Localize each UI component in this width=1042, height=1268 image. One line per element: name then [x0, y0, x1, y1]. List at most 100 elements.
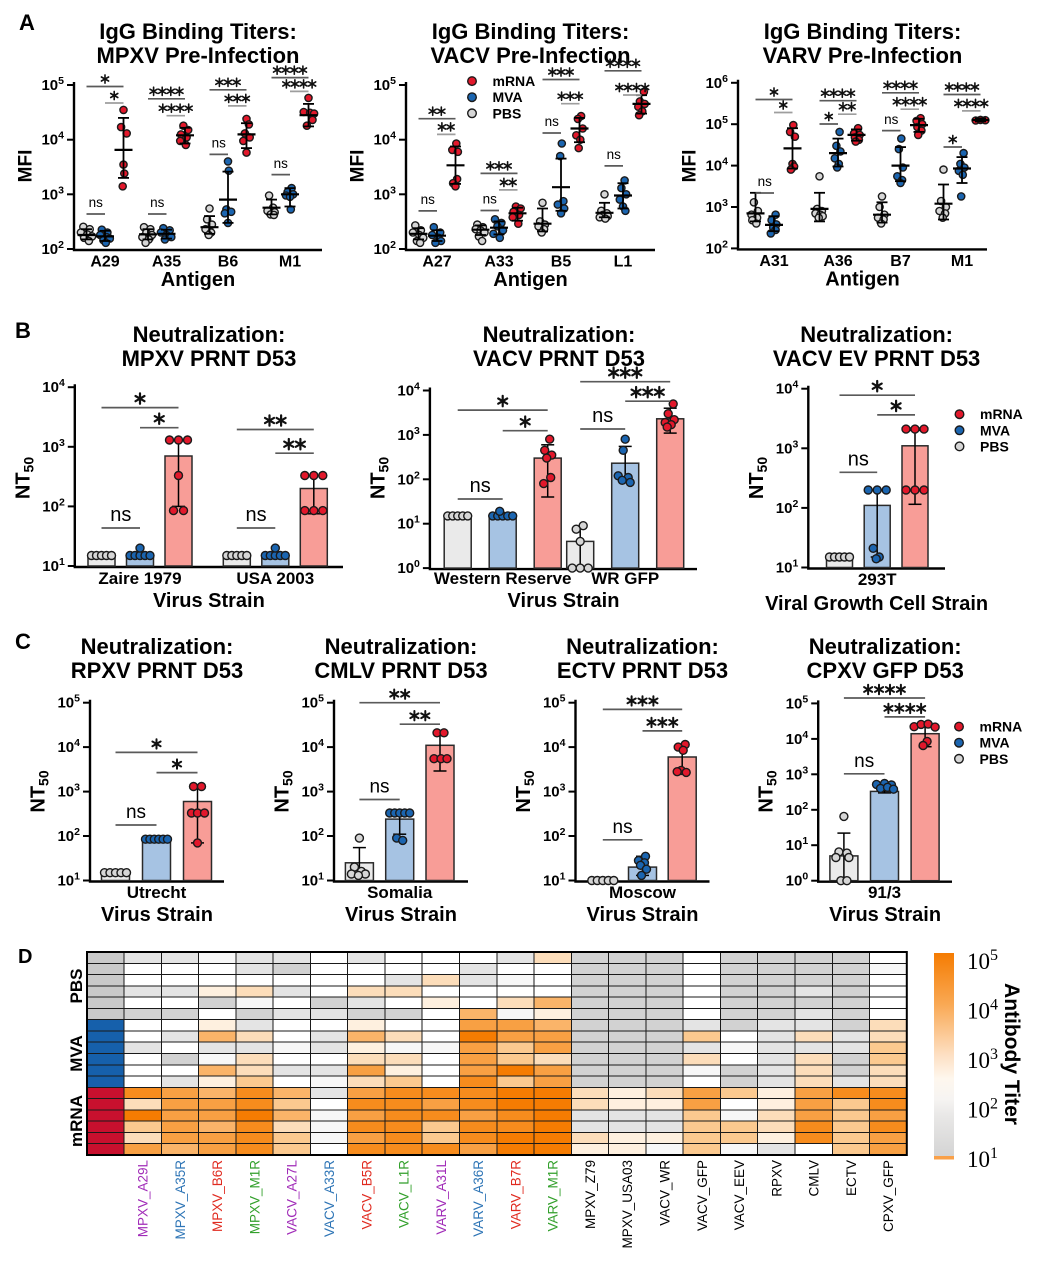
svg-text:MFI: MFI [16, 150, 37, 183]
svg-text:A: A [19, 10, 35, 35]
svg-text:ns: ns [848, 449, 869, 471]
svg-text:Neutralization:: Neutralization: [800, 322, 953, 347]
svg-text:ns: ns [884, 112, 899, 127]
svg-text:ns: ns [592, 405, 613, 427]
svg-text:Somalia: Somalia [367, 883, 433, 902]
svg-text:PBS: PBS [980, 438, 1009, 454]
svg-text:VACV_A27L: VACV_A27L [285, 1160, 300, 1235]
svg-text:ns: ns [369, 777, 389, 798]
svg-text:ns: ns [613, 817, 633, 838]
svg-text:VACV_EEV: VACV_EEV [732, 1160, 747, 1230]
svg-text:CMLV PRNT D53: CMLV PRNT D53 [314, 658, 487, 683]
svg-text:Zaire 1979: Zaire 1979 [98, 569, 181, 588]
svg-text:VACV PRNT D53: VACV PRNT D53 [473, 346, 645, 371]
svg-text:PBS: PBS [67, 969, 86, 1004]
svg-text:C: C [15, 629, 31, 654]
svg-text:ECTV: ECTV [844, 1160, 859, 1196]
svg-text:Virus Strain: Virus Strain [829, 904, 941, 926]
svg-text:MVA: MVA [980, 422, 1010, 438]
svg-text:MPXV_Z79: MPXV_Z79 [583, 1160, 598, 1229]
svg-text:91/3: 91/3 [868, 883, 901, 902]
svg-text:Virus Strain: Virus Strain [101, 904, 213, 926]
svg-text:VARV_A31L: VARV_A31L [434, 1160, 449, 1235]
svg-text:IgG Binding Titers:: IgG Binding Titers: [432, 19, 630, 44]
svg-text:Neutralization:: Neutralization: [81, 634, 234, 659]
svg-text:MPXV_A35R: MPXV_A35R [173, 1160, 188, 1240]
svg-text:ns: ns [212, 136, 227, 151]
svg-text:Virus Strain: Virus Strain [508, 590, 620, 612]
svg-text:Virus Strain: Virus Strain [345, 904, 457, 926]
svg-text:MFI: MFI [680, 150, 701, 183]
svg-text:NT50: NT50 [12, 457, 36, 499]
svg-text:mRNA: mRNA [67, 1095, 86, 1147]
svg-text:Antigen: Antigen [825, 268, 899, 290]
svg-text:IgG Binding Titers:: IgG Binding Titers: [99, 19, 297, 44]
svg-text:ns: ns [483, 192, 498, 207]
svg-text:USA 2003: USA 2003 [236, 569, 314, 588]
svg-text:MPXV_M1R: MPXV_M1R [248, 1160, 263, 1235]
svg-text:VACV_L1R: VACV_L1R [397, 1160, 412, 1228]
svg-text:VARV_B7R: VARV_B7R [508, 1160, 523, 1230]
svg-text:D: D [18, 946, 32, 968]
svg-text:ns: ns [545, 114, 560, 129]
svg-text:MVA: MVA [493, 89, 523, 105]
svg-text:VACV_GFP: VACV_GFP [695, 1160, 710, 1231]
svg-text:NT50: NT50 [272, 770, 296, 812]
svg-text:MPXV_A29L: MPXV_A29L [136, 1160, 151, 1238]
svg-text:PBS: PBS [980, 751, 1009, 767]
svg-text:Utrecht: Utrecht [127, 883, 187, 902]
svg-text:A36: A36 [823, 253, 852, 270]
svg-text:ns: ns [150, 195, 165, 210]
svg-text:Antigen: Antigen [493, 269, 567, 291]
svg-text:Neutralization:: Neutralization: [483, 322, 636, 347]
svg-text:M1: M1 [279, 254, 301, 271]
svg-text:mRNA: mRNA [980, 406, 1023, 422]
svg-text:CPXV GFP D53: CPXV GFP D53 [807, 658, 964, 683]
svg-text:CPXV_GFP: CPXV_GFP [881, 1160, 896, 1232]
svg-text:A27: A27 [422, 254, 451, 271]
svg-text:A35: A35 [152, 254, 181, 271]
svg-text:VACV_WR: VACV_WR [658, 1160, 673, 1226]
svg-text:Virus Strain: Virus Strain [153, 590, 265, 612]
svg-text:PBS: PBS [493, 105, 522, 121]
svg-text:Neutralization:: Neutralization: [325, 634, 478, 659]
svg-text:MFI: MFI [348, 150, 369, 183]
svg-text:Western Reserve: Western Reserve [434, 569, 572, 588]
svg-text:Antigen: Antigen [161, 269, 235, 291]
svg-text:MVA: MVA [67, 1035, 86, 1072]
svg-text:VACV_B5R: VACV_B5R [359, 1160, 374, 1230]
svg-text:MPXV_B6R: MPXV_B6R [210, 1160, 225, 1232]
svg-text:293T: 293T [858, 570, 897, 589]
svg-text:CMLV: CMLV [807, 1160, 822, 1197]
svg-text:MPXV_USA03: MPXV_USA03 [620, 1160, 635, 1249]
svg-text:Antibody Titer: Antibody Titer [1000, 983, 1023, 1125]
svg-text:Virus Strain: Virus Strain [587, 904, 699, 926]
svg-text:ns: ns [758, 174, 773, 189]
svg-text:mRNA: mRNA [493, 73, 536, 89]
svg-text:M1: M1 [951, 253, 973, 270]
svg-text:Neutralization:: Neutralization: [133, 322, 286, 347]
svg-text:Viral Growth Cell Strain: Viral Growth Cell Strain [765, 593, 988, 615]
svg-text:B: B [15, 318, 31, 343]
svg-text:IgG Binding Titers:: IgG Binding Titers: [764, 19, 962, 44]
svg-text:ns: ns [274, 156, 289, 171]
svg-text:Neutralization:: Neutralization: [809, 634, 962, 659]
svg-text:ns: ns [470, 475, 491, 497]
svg-text:NT50: NT50 [367, 457, 391, 499]
svg-text:MVA: MVA [980, 735, 1010, 751]
svg-text:RPXV: RPXV [769, 1160, 784, 1197]
svg-text:MPXV PRNT D53: MPXV PRNT D53 [122, 346, 297, 371]
svg-text:B5: B5 [551, 254, 572, 271]
svg-text:mRNA: mRNA [980, 719, 1023, 735]
svg-text:A33: A33 [484, 254, 513, 271]
svg-text:RPXV PRNT D53: RPXV PRNT D53 [71, 658, 243, 683]
svg-text:A31: A31 [759, 253, 788, 270]
svg-text:ns: ns [110, 504, 131, 526]
svg-text:VARV Pre-Infection: VARV Pre-Infection [763, 43, 963, 68]
svg-text:ns: ns [421, 192, 436, 207]
svg-text:VACV EV PRNT D53: VACV EV PRNT D53 [773, 346, 980, 371]
svg-text:A29: A29 [90, 254, 119, 271]
svg-text:ECTV PRNT D53: ECTV PRNT D53 [557, 658, 728, 683]
svg-text:VARV_A36R: VARV_A36R [471, 1160, 486, 1237]
svg-text:ns: ns [126, 802, 146, 823]
